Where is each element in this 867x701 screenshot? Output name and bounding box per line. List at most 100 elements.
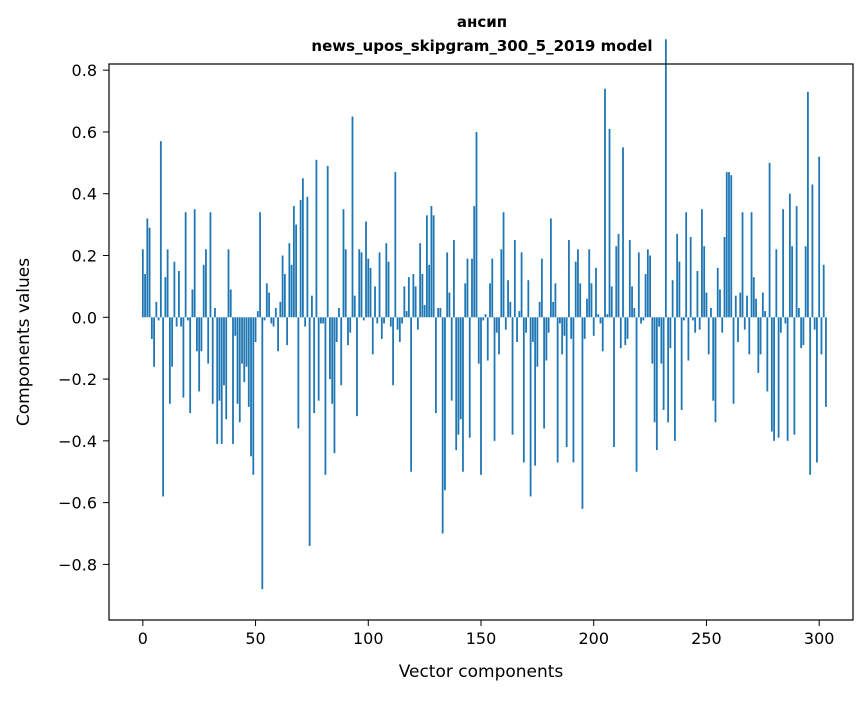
bar-component-68	[295, 224, 298, 318]
bar-component-217	[631, 286, 633, 318]
y-tick-label: 0.0	[72, 308, 97, 327]
bar-component-125	[423, 304, 426, 318]
bar-component-111	[392, 317, 394, 386]
bar-component-101	[369, 267, 372, 318]
bar-component-201	[595, 267, 597, 318]
bar-component-16	[177, 270, 180, 318]
bar-component-145	[468, 317, 471, 438]
bar-component-298	[813, 317, 816, 330]
bar-component-167	[518, 311, 521, 318]
bar-component-200	[592, 317, 595, 336]
bar-component-252	[710, 308, 712, 318]
bar-component-58	[272, 317, 275, 327]
bar-component-136	[448, 292, 451, 318]
bar-component-94	[353, 295, 356, 318]
bar-component-35	[220, 317, 223, 444]
bar-component-229	[658, 317, 661, 327]
bar-component-179	[545, 317, 548, 361]
bar-component-165	[513, 240, 516, 318]
bar-component-22	[191, 289, 194, 318]
y-tick-label: 0.6	[72, 123, 97, 142]
bar-component-135	[446, 252, 449, 318]
bar-component-236	[673, 317, 676, 441]
y-tick-label: 0.4	[72, 185, 97, 204]
bar-component-137	[450, 317, 453, 401]
x-axis-ticks: 0 50 100 150 200 250 300	[138, 620, 834, 648]
bar-component-214	[624, 317, 627, 346]
bar-component-152	[484, 314, 487, 318]
bar-component-5	[153, 317, 155, 367]
bars-group	[141, 39, 827, 590]
bar-component-159	[500, 249, 503, 318]
bar-component-231	[662, 317, 665, 410]
bar-component-29	[207, 317, 210, 364]
bar-component-95	[356, 317, 358, 417]
y-tick-label: 0.2	[72, 247, 97, 266]
bar-component-268	[746, 295, 748, 318]
bar-component-20	[187, 317, 189, 321]
bar-component-100	[367, 258, 370, 318]
bar-component-57	[270, 317, 273, 324]
bar-component-230	[660, 317, 663, 364]
bar-component-93	[351, 116, 354, 318]
bar-component-31	[211, 317, 214, 404]
bar-component-26	[200, 317, 203, 352]
bar-component-21	[189, 317, 192, 414]
bar-component-166	[516, 317, 518, 342]
bar-component-267	[743, 317, 746, 330]
bar-component-291	[797, 308, 800, 318]
bar-component-121	[414, 286, 417, 318]
bar-component-212	[619, 317, 622, 349]
bar-component-55	[265, 283, 268, 318]
bar-component-224	[646, 249, 649, 318]
bar-component-216	[628, 240, 631, 318]
bar-component-168	[520, 252, 523, 318]
bar-component-198	[588, 249, 591, 318]
bar-component-6	[155, 301, 158, 318]
bar-component-1	[144, 274, 146, 318]
bar-component-3	[148, 227, 151, 318]
bar-component-255	[716, 267, 719, 318]
bar-component-219	[635, 317, 638, 472]
bar-component-188	[565, 317, 568, 448]
bar-component-122	[416, 317, 419, 330]
bar-component-283	[779, 317, 782, 333]
bar-component-19	[184, 212, 187, 318]
bar-component-50	[254, 317, 257, 342]
bar-component-288	[791, 246, 794, 318]
bar-component-260	[728, 172, 730, 318]
bar-component-45	[243, 317, 246, 383]
bar-component-155	[491, 258, 494, 318]
bar-component-249	[703, 246, 706, 318]
bar-component-181	[549, 218, 552, 318]
x-tick-label: 150	[466, 629, 497, 648]
bar-component-90	[344, 249, 347, 318]
bar-component-284	[782, 209, 785, 318]
bar-component-210	[615, 246, 618, 318]
bar-component-232	[664, 39, 667, 318]
bar-component-265	[739, 292, 742, 318]
bar-component-110	[389, 317, 392, 327]
bar-component-218	[633, 308, 636, 318]
bar-component-148	[475, 131, 478, 318]
bar-component-113	[396, 317, 399, 330]
bar-component-2	[146, 218, 149, 318]
bar-component-239	[680, 317, 683, 410]
bar-component-293	[802, 317, 805, 346]
bar-component-206	[606, 314, 609, 318]
bar-component-47	[247, 317, 250, 407]
bar-component-41	[234, 317, 237, 336]
bar-component-208	[610, 286, 613, 318]
bar-component-39	[229, 289, 232, 318]
bar-component-40	[232, 317, 234, 444]
bar-component-129	[432, 215, 435, 318]
x-axis-label: Vector components	[399, 662, 564, 682]
bar-component-190	[570, 317, 573, 339]
bar-component-48	[250, 317, 252, 457]
bar-component-213	[622, 147, 624, 318]
bar-component-254	[714, 317, 717, 423]
bar-component-66	[290, 264, 293, 318]
bar-component-116	[403, 286, 406, 318]
bar-component-156	[493, 317, 496, 441]
